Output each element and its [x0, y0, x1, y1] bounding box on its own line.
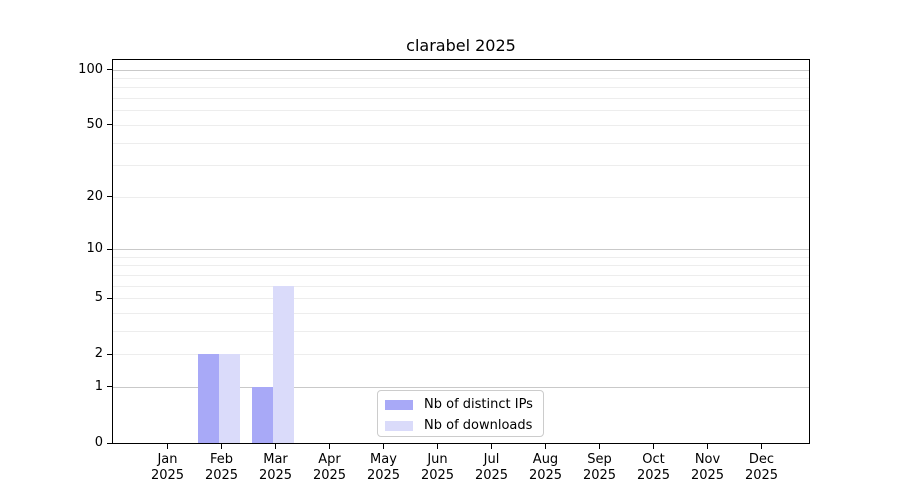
- y-axis-tick: [107, 353, 113, 355]
- x-tick-label: Jan 2025: [150, 452, 185, 483]
- bar-nb-of-downloads-mar: [273, 285, 294, 443]
- x-tick-label: Sep 2025: [582, 452, 617, 483]
- y-axis-tick: [107, 386, 113, 388]
- gridline-major: [113, 69, 809, 71]
- x-tick-label: May 2025: [366, 452, 401, 483]
- gridline-minor: [113, 196, 809, 198]
- gridline-minor: [113, 274, 809, 276]
- bar-nb-of-downloads-feb: [219, 354, 240, 443]
- x-axis-tick: [275, 444, 276, 449]
- gridline-minor: [113, 110, 809, 112]
- x-tick-label: Mar 2025: [258, 452, 293, 483]
- x-axis-tick: [707, 444, 708, 449]
- y-tick-label: 50: [86, 116, 103, 132]
- x-tick-label: Jun 2025: [420, 452, 455, 483]
- bar-nb-of-distinct-ips-feb: [198, 354, 219, 443]
- legend-swatch-downloads: [385, 421, 413, 431]
- y-axis-tick: [107, 442, 113, 444]
- y-tick-label: 5: [94, 290, 103, 306]
- x-axis-tick: [761, 444, 762, 449]
- chart-title: clarabel 2025: [406, 36, 516, 55]
- x-tick-label: Oct 2025: [636, 452, 671, 483]
- bar-nb-of-distinct-ips-mar: [252, 386, 273, 443]
- x-axis-tick: [653, 444, 654, 449]
- gridline-minor: [113, 265, 809, 267]
- y-axis-tick: [107, 124, 113, 126]
- x-axis-tick: [599, 444, 600, 449]
- gridline-minor: [113, 312, 809, 314]
- x-tick-label: Nov 2025: [690, 452, 725, 483]
- gridline-minor: [113, 354, 809, 356]
- gridline-minor: [113, 285, 809, 287]
- legend-label-distinct-ips: Nb of distinct IPs: [424, 397, 533, 412]
- y-tick-label: 0: [94, 435, 103, 450]
- gridline-minor: [113, 256, 809, 258]
- plot-area: [112, 59, 810, 444]
- gridline-major: [113, 249, 809, 250]
- gridline-minor: [113, 165, 809, 167]
- legend-label-downloads: Nb of downloads: [424, 418, 533, 433]
- x-tick-label: Jul 2025: [474, 452, 509, 483]
- gridline-minor: [113, 98, 809, 100]
- legend-swatch-distinct-ips: [385, 400, 413, 410]
- gridline-minor: [113, 142, 809, 144]
- y-tick-label: 10: [86, 241, 103, 256]
- gridline-minor: [113, 124, 809, 126]
- y-axis-tick: [107, 297, 113, 299]
- x-axis-tick: [437, 444, 438, 449]
- y-axis-tick: [107, 248, 113, 250]
- x-tick-label: Dec 2025: [744, 452, 779, 483]
- x-axis-tick: [383, 444, 384, 449]
- y-tick-label: 100: [78, 61, 103, 77]
- gridline-minor: [113, 298, 809, 300]
- x-axis-tick: [545, 444, 546, 449]
- x-tick-label: Apr 2025: [312, 452, 347, 483]
- x-axis-tick: [221, 444, 222, 449]
- y-axis-tick: [107, 196, 113, 198]
- x-tick-label: Feb 2025: [204, 452, 239, 483]
- gridline-minor: [113, 330, 809, 332]
- x-axis-tick: [491, 444, 492, 449]
- gridline-minor: [113, 87, 809, 89]
- legend: Nb of distinct IPs Nb of downloads: [377, 390, 544, 437]
- x-axis-tick: [329, 444, 330, 449]
- y-tick-label: 1: [94, 378, 103, 394]
- gridline-minor: [113, 78, 809, 80]
- gridline-major: [113, 386, 809, 388]
- x-axis-tick: [167, 444, 168, 449]
- x-tick-label: Aug 2025: [528, 452, 563, 483]
- y-tick-label: 2: [94, 346, 103, 362]
- legend-item-downloads: Nb of downloads: [385, 416, 543, 436]
- legend-item-distinct-ips: Nb of distinct IPs: [385, 395, 543, 415]
- y-tick-label: 20: [86, 188, 103, 204]
- y-axis-tick: [107, 69, 113, 71]
